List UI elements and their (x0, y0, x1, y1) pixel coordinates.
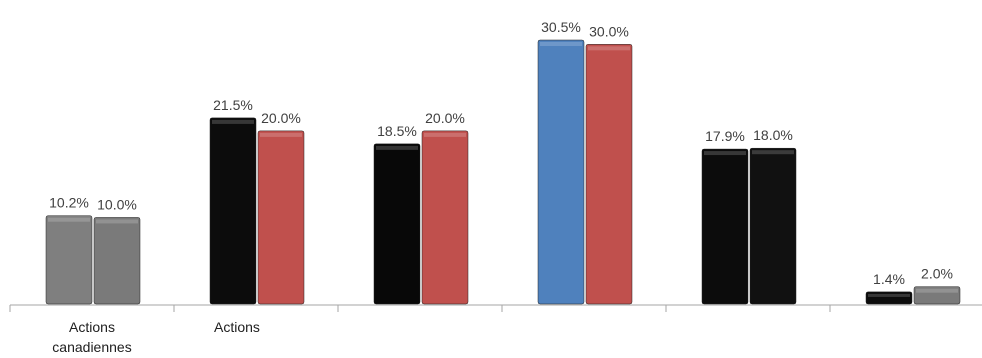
bar (585, 44, 633, 305)
bar-highlight (260, 132, 302, 137)
data-label: 20.0% (425, 110, 465, 126)
bar (537, 39, 585, 305)
bar (257, 130, 305, 305)
bar-highlight (376, 145, 418, 150)
bar (45, 215, 93, 305)
bar-highlight (588, 46, 630, 51)
x-axis-ticks (9, 305, 831, 312)
data-label: 17.9% (705, 128, 745, 144)
category-label: Actions (69, 319, 115, 335)
data-label: 2.0% (921, 266, 953, 282)
category-labels-layer: Actions canadiennes Actions (52, 319, 260, 355)
bar-highlight (540, 42, 582, 46)
bar (421, 130, 469, 305)
data-label: 10.0% (97, 196, 137, 212)
bar-highlight (868, 293, 910, 297)
data-label: 30.0% (589, 23, 629, 39)
bar-highlight (752, 150, 794, 155)
bar-highlight (212, 119, 254, 124)
value-labels-layer: 10.2% 10.0% 21.5% 20.0% 18.5% 20.0% 30.5% 30.0%… (49, 19, 953, 287)
data-label: 30.5% (541, 19, 581, 35)
bar (913, 286, 961, 305)
bar-highlight (916, 288, 958, 293)
data-label: 10.2% (49, 195, 89, 211)
category-label: Actions (214, 319, 260, 335)
bar-highlight (96, 219, 138, 224)
bar (93, 217, 141, 305)
data-label: 1.4% (873, 271, 905, 287)
data-label: 18.5% (377, 123, 417, 139)
category-label: canadiennes (52, 339, 131, 355)
bar-highlight (704, 151, 746, 156)
bar-highlight (424, 132, 466, 137)
bar (373, 143, 421, 305)
bar (701, 148, 749, 305)
bar (749, 147, 797, 305)
bar (865, 291, 913, 305)
data-label: 21.5% (213, 97, 253, 113)
data-label: 20.0% (261, 110, 301, 126)
bars-layer (45, 39, 961, 305)
data-label: 18.0% (753, 127, 793, 143)
bar (209, 117, 257, 305)
bar-highlight (48, 217, 90, 222)
